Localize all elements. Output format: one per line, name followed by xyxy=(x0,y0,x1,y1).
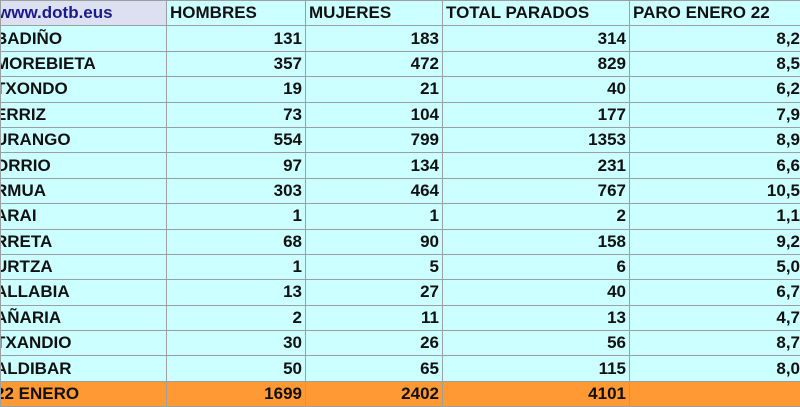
total-parados-cell: 2 xyxy=(442,203,630,230)
mujeres-cell: 5 xyxy=(305,253,443,281)
mujeres-cell: 472 xyxy=(305,50,443,78)
hombres-cell: 357 xyxy=(166,50,306,78)
mujeres-cell: 1 xyxy=(305,203,443,230)
municipality-cell: URANGO xyxy=(0,126,167,154)
total-parados-cell: 56 xyxy=(442,330,630,357)
paro-cell: 5,0 xyxy=(629,253,800,281)
mujeres-cell: 2402 xyxy=(305,380,443,407)
paro-cell: 4,7 xyxy=(629,304,800,332)
hombres-cell: 30 xyxy=(166,330,306,357)
hombres-cell: 303 xyxy=(166,177,306,205)
hombres-cell: 73 xyxy=(166,101,306,128)
total-parados-cell: 158 xyxy=(442,228,630,255)
header-mujeres: MUJERES xyxy=(305,0,443,27)
total-parados-cell: 1353 xyxy=(442,126,630,154)
mujeres-cell: 104 xyxy=(305,101,443,128)
mujeres-cell: 799 xyxy=(305,126,443,154)
mujeres-cell: 90 xyxy=(305,228,443,255)
hombres-cell: 1 xyxy=(166,203,306,230)
mujeres-cell: 65 xyxy=(305,355,443,382)
municipality-cell: RMUA xyxy=(0,177,167,205)
municipality-cell: ERRIZ xyxy=(0,101,167,128)
table-row: ALDIBAR 50 65 115 8,0 xyxy=(0,355,800,382)
total-row: 22 ENERO 1699 2402 4101 xyxy=(0,380,800,407)
municipality-cell: ARAI xyxy=(0,203,167,230)
municipality-cell: MOREBIETA xyxy=(0,50,167,78)
paro-cell: 7,9 xyxy=(629,101,800,128)
total-parados-cell: 314 xyxy=(442,25,630,52)
paro-cell xyxy=(629,380,800,407)
paro-cell: 8,5 xyxy=(629,50,800,78)
hombres-cell: 131 xyxy=(166,25,306,52)
table-row: ERRIZ731041777,9 xyxy=(0,101,800,128)
municipality-cell: 22 ENERO xyxy=(0,380,167,407)
total-parados-cell: 767 xyxy=(442,177,630,205)
paro-cell: 8,9 xyxy=(629,126,800,154)
paro-cell: 9,2 xyxy=(629,228,800,255)
hombres-cell: 13 xyxy=(166,279,306,306)
hombres-cell: 50 xyxy=(166,355,306,382)
municipality-cell: TXONDO xyxy=(0,76,167,103)
mujeres-cell: 27 xyxy=(305,279,443,306)
paro-cell: 6,6 xyxy=(629,152,800,179)
municipality-cell: AÑARIA xyxy=(0,304,167,332)
header-hombres: HOMBRES xyxy=(166,0,306,27)
header-row: www.dotb.eus HOMBRES MUJERES TOTAL PARAD… xyxy=(0,0,800,27)
mujeres-cell: 183 xyxy=(305,25,443,52)
table-row: RRETA 68 90 158 9,2 xyxy=(0,228,800,255)
hombres-cell: 19 xyxy=(166,76,306,103)
municipality-cell: TXANDIO xyxy=(0,330,167,357)
mujeres-cell: 11 xyxy=(305,304,443,332)
total-parados-cell: 231 xyxy=(442,152,630,179)
paro-cell: 1,1 xyxy=(629,203,800,230)
paro-cell: 8,0 xyxy=(629,355,800,382)
table-row: BADIÑO 131 183 314 8,2 xyxy=(0,25,800,52)
hombres-cell: 97 xyxy=(166,152,306,179)
table-row: ARAI1121,1 xyxy=(0,203,800,230)
total-parados-cell: 115 xyxy=(442,355,630,382)
mujeres-cell: 464 xyxy=(305,177,443,205)
site-header: www.dotb.eus xyxy=(0,0,167,27)
hombres-cell: 2 xyxy=(166,304,306,332)
hombres-cell: 68 xyxy=(166,228,306,255)
mujeres-cell: 134 xyxy=(305,152,443,179)
total-parados-cell: 13 xyxy=(442,304,630,332)
paro-cell: 8,2 xyxy=(629,25,800,52)
total-parados-cell: 4101 xyxy=(442,380,630,407)
header-paro-enero: PARO ENERO 22 xyxy=(629,0,800,27)
table-row: TXONDO 19 21 40 6,2 xyxy=(0,76,800,103)
table-row: ALLABIA 13 27 40 6,7 xyxy=(0,279,800,306)
mujeres-cell: 26 xyxy=(305,330,443,357)
total-parados-cell: 6 xyxy=(442,253,630,281)
mujeres-cell: 21 xyxy=(305,76,443,103)
hombres-cell: 554 xyxy=(166,126,306,154)
total-parados-cell: 829 xyxy=(442,50,630,78)
municipality-cell: ALLABIA xyxy=(0,279,167,306)
paro-cell: 6,7 xyxy=(629,279,800,306)
paro-cell: 8,7 xyxy=(629,330,800,357)
municipality-cell: ORRIO xyxy=(0,152,167,179)
total-parados-cell: 40 xyxy=(442,76,630,103)
municipality-cell: BADIÑO xyxy=(0,25,167,52)
table-row: URANGO 554 799 1353 8,9 xyxy=(0,126,800,154)
table-row: AÑARIA 2 11 13 4,7 xyxy=(0,304,800,332)
total-parados-cell: 40 xyxy=(442,279,630,306)
municipality-cell: ALDIBAR xyxy=(0,355,167,382)
table-row: RMUA30346476710,5 xyxy=(0,177,800,205)
total-parados-cell: 177 xyxy=(442,101,630,128)
table-row: TXANDIO 30 26 56 8,7 xyxy=(0,330,800,357)
hombres-cell: 1699 xyxy=(166,380,306,407)
paro-cell: 6,2 xyxy=(629,76,800,103)
paro-cell: 10,5 xyxy=(629,177,800,205)
table-row: MOREBIETA 357 472 829 8,5 xyxy=(0,50,800,78)
table-row: ORRIO 97 134 231 6,6 xyxy=(0,152,800,179)
hombres-cell: 1 xyxy=(166,253,306,281)
table-row: URTZA 1 5 6 5,0 xyxy=(0,253,800,281)
header-total-parados: TOTAL PARADOS xyxy=(442,0,630,27)
municipality-cell: RRETA xyxy=(0,228,167,255)
municipality-cell: URTZA xyxy=(0,253,167,281)
